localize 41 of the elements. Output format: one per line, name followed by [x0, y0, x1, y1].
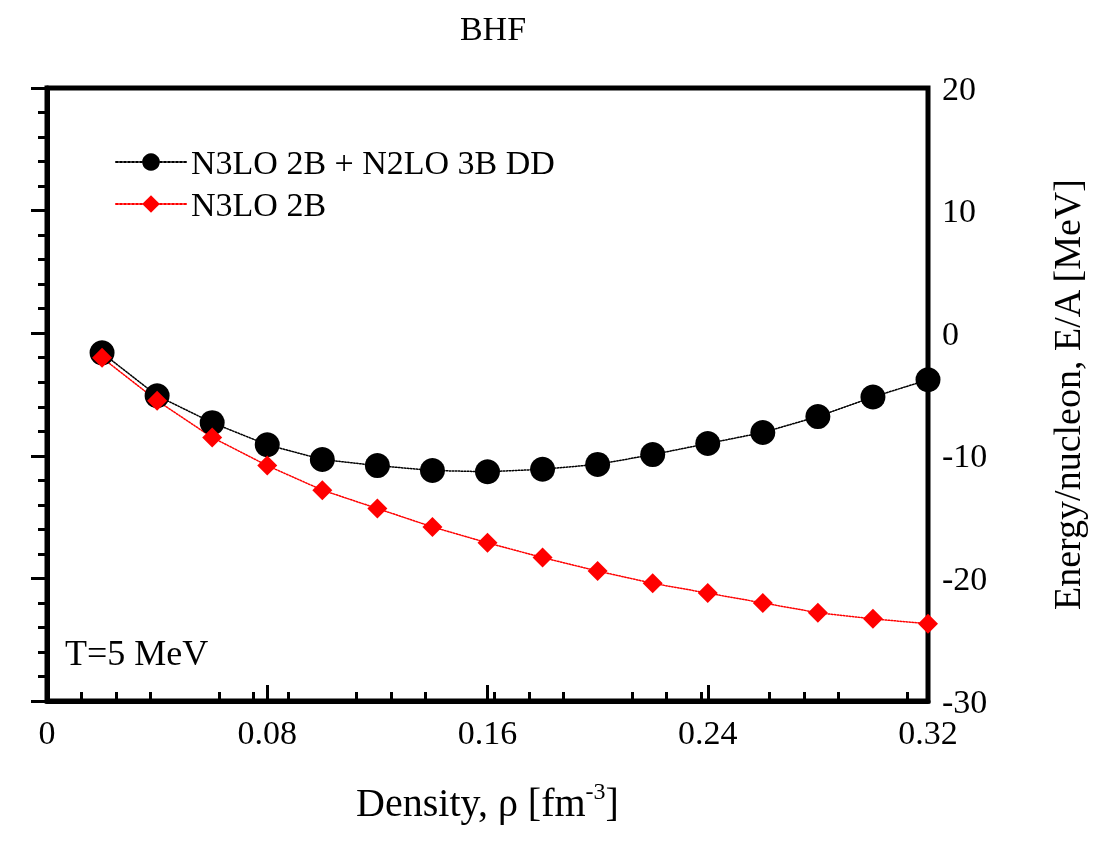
y-tick-label: -20 — [942, 559, 988, 597]
point — [477, 532, 498, 553]
point — [915, 367, 941, 393]
point — [695, 431, 721, 457]
point — [697, 583, 718, 604]
point — [587, 561, 608, 582]
chart-title: BHF — [459, 9, 527, 47]
annotation: T=5 MeV — [65, 633, 209, 673]
point — [860, 384, 886, 410]
point — [750, 420, 776, 445]
point — [530, 456, 556, 482]
legend-label: N3LO 2B — [191, 185, 327, 223]
point — [364, 453, 390, 479]
point — [422, 516, 443, 537]
point — [309, 446, 335, 472]
point — [532, 547, 553, 568]
point — [419, 458, 445, 483]
point — [312, 480, 333, 501]
point — [752, 592, 773, 613]
point — [585, 451, 611, 477]
point — [257, 455, 278, 476]
y-tick-label: 0 — [942, 314, 959, 352]
point — [367, 498, 388, 519]
y-axis-title: Energy/nucleon, E/A [MeV] — [1046, 179, 1088, 610]
point — [807, 602, 828, 623]
point — [918, 613, 938, 634]
y-tick-label: -10 — [942, 437, 988, 475]
point — [805, 404, 831, 430]
x-tick-label: 0.08 — [237, 713, 297, 751]
point — [475, 459, 500, 485]
legend-label: N3LO 2B + N2LO 3B DD — [191, 143, 555, 181]
point — [254, 432, 280, 458]
x-tick-label: 0 — [38, 713, 56, 751]
point — [862, 608, 883, 629]
point — [640, 442, 666, 468]
x-tick-label: 0.24 — [678, 713, 738, 751]
y-tick-label: 10 — [942, 192, 976, 230]
y-tick-label: 20 — [942, 69, 976, 107]
x-tick-label: 0.16 — [457, 713, 518, 751]
point — [642, 573, 663, 594]
point — [202, 427, 223, 448]
